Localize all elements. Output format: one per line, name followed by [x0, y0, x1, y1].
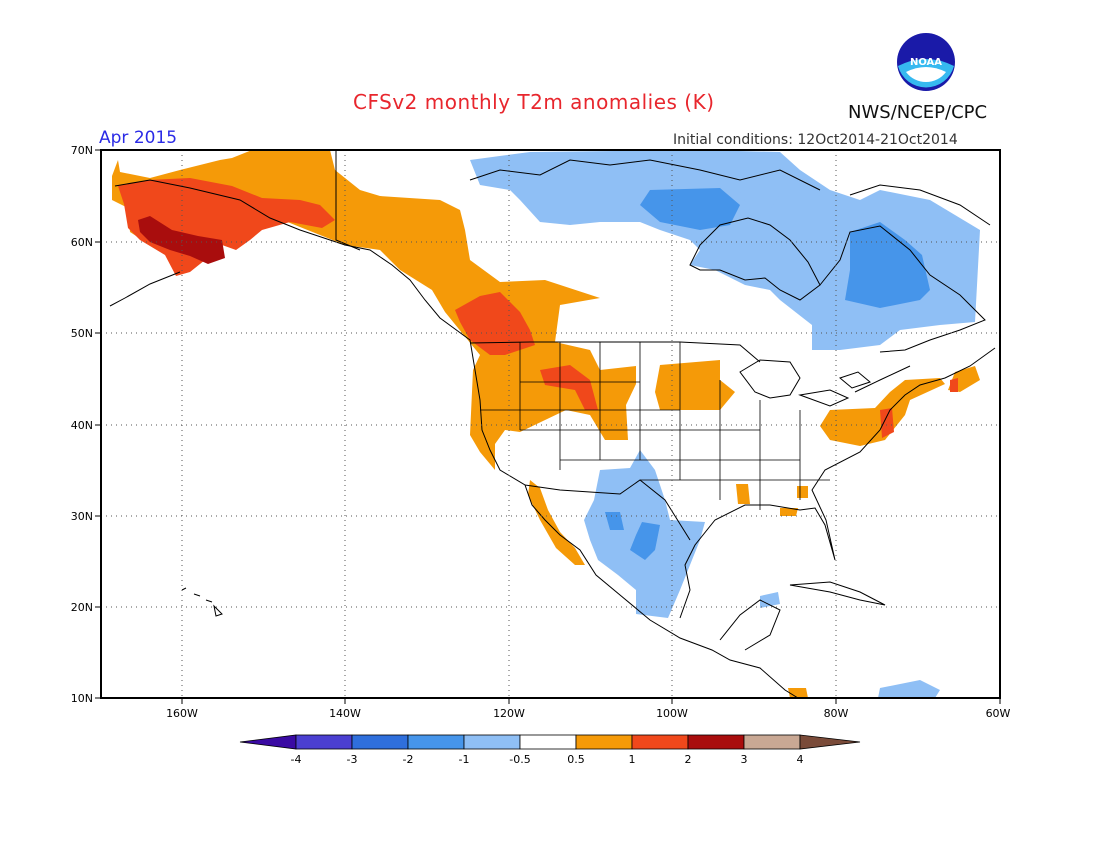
tick-marks [95, 149, 1001, 704]
colorbar-under-arrow [239, 734, 297, 750]
anomaly-cool-greenland [740, 184, 780, 210]
colorbar-over-arrow [799, 734, 861, 750]
anomaly-warm-gulf-3 [797, 486, 808, 498]
lat-label-50: 50N [71, 327, 93, 340]
noaa-logo-icon: NOAA [897, 33, 955, 91]
state-lines [480, 342, 830, 510]
colorbar-label: -0.5 [509, 753, 530, 766]
colorbar-bin-4 [463, 734, 521, 750]
coast-west [114, 179, 799, 698]
colorbar-bin-5 [519, 734, 577, 750]
colorbar-label: 1 [629, 753, 636, 766]
colorbar-label: -2 [403, 753, 414, 766]
anomaly-cold-mexico [605, 512, 624, 530]
colorbar-bin-3 [407, 734, 465, 750]
colorbar-bin-7 [631, 734, 689, 750]
colorbar [239, 734, 861, 750]
coastlines [109, 150, 996, 698]
anomaly-cool-caribbean [760, 592, 780, 608]
coast-gulf [679, 347, 996, 619]
anomaly-shading [112, 150, 980, 698]
islands-hawaii [181, 587, 223, 617]
anomaly-warmer-pnw [455, 292, 535, 355]
initial-conditions: Initial conditions: 12Oct2014-21Oct2014 [673, 132, 958, 148]
anomaly-cool-antilles [878, 680, 940, 698]
noaa-logo-text: NOAA [910, 57, 942, 68]
colorbar-label: -3 [347, 753, 358, 766]
lon-label-120w: 120W [493, 707, 525, 720]
anomaly-warmer-idaho [540, 365, 598, 410]
coast-yucatan [719, 599, 781, 651]
anomaly-cold-labrador [845, 222, 930, 308]
border-us-mexico [524, 479, 691, 541]
coast-alaska-peninsula [109, 271, 181, 307]
lon-label-80w: 80W [824, 707, 849, 720]
great-lakes [739, 359, 872, 407]
anomaly-warmer-alaska [118, 178, 335, 276]
colorbar-label: 0.5 [567, 753, 585, 766]
lat-label-40: 40N [71, 419, 93, 432]
lon-label-100w: 100W [656, 707, 688, 720]
anomaly-cold-hudson [640, 188, 740, 230]
border-alaska-canada [335, 150, 361, 251]
lon-label-140w: 140W [329, 707, 361, 720]
lat-label-20: 20N [71, 601, 93, 614]
anomaly-warm-west [112, 150, 636, 470]
lat-label-30: 30N [71, 510, 93, 523]
colorbar-label: -1 [459, 753, 470, 766]
lon-label-60w: 60W [986, 707, 1011, 720]
anomaly-warm-central-am [788, 688, 808, 698]
colorbar-bin-8 [687, 734, 745, 750]
lat-label-60: 60N [71, 236, 93, 249]
anomaly-warm-gulf-1 [736, 484, 750, 504]
colorbar-bin-9 [743, 734, 801, 750]
anomaly-warmer-ne [880, 408, 894, 438]
map-frame [100, 149, 1001, 699]
colorbar-bin-1 [295, 734, 353, 750]
colorbar-label: 4 [797, 753, 804, 766]
valid-month: Apr 2015 [99, 128, 178, 148]
anomaly-cold-mexico-2 [630, 522, 660, 560]
lat-label-70: 70N [71, 144, 93, 157]
arctic-islands [469, 159, 991, 226]
island-cuba [789, 581, 886, 606]
colorbar-label: 3 [741, 753, 748, 766]
colorbar-label: -4 [291, 753, 302, 766]
agency-label: NWS/NCEP/CPC [848, 102, 988, 123]
colorbar-bin-2 [351, 734, 409, 750]
chart-title: CFSv2 monthly T2m anomalies (K) [353, 90, 715, 114]
anomaly-warm-baja [528, 480, 585, 565]
colorbar-label: 2 [685, 753, 692, 766]
coast-labrador [819, 225, 986, 353]
anomaly-warm-plains [655, 360, 735, 410]
lat-label-10: 10N [71, 692, 93, 705]
lon-label-160w: 160W [166, 707, 198, 720]
anomaly-warm-gulf-2 [780, 508, 798, 516]
anomaly-warmer-nova [950, 378, 958, 392]
colorbar-bin-6 [575, 734, 633, 750]
